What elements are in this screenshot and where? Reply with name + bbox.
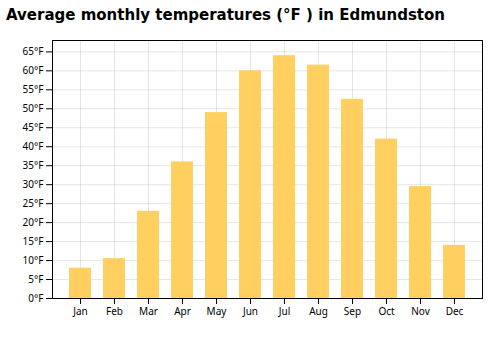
svg-text:Apr: Apr <box>174 304 191 318</box>
svg-text:Jan: Jan <box>72 304 88 318</box>
svg-text:55°F: 55°F <box>23 82 44 96</box>
svg-text:Nov: Nov <box>411 304 430 318</box>
svg-text:Aug: Aug <box>309 304 328 318</box>
svg-text:Dec: Dec <box>446 304 464 318</box>
svg-text:5°F: 5°F <box>28 272 43 286</box>
svg-text:10°F: 10°F <box>23 253 44 267</box>
svg-text:45°F: 45°F <box>23 120 44 134</box>
svg-text:15°F: 15°F <box>23 234 44 248</box>
svg-text:25°F: 25°F <box>23 196 44 210</box>
svg-text:65°F: 65°F <box>23 44 44 58</box>
svg-text:35°F: 35°F <box>23 158 44 172</box>
svg-text:40°F: 40°F <box>23 139 44 153</box>
html-text:Average monthly temperatures (: Average monthly temperatures (°F ) in Ed… <box>6 6 445 24</box>
svg-text:Jun: Jun <box>242 304 258 318</box>
svg-text:60°F: 60°F <box>23 63 44 77</box>
svg-text:Oct: Oct <box>378 304 395 318</box>
svg-text:Jul: Jul <box>278 304 291 318</box>
svg-text:Feb: Feb <box>106 304 123 318</box>
svg-text:30°F: 30°F <box>23 177 44 191</box>
svg-text:0°F: 0°F <box>28 291 43 305</box>
svg-text:50°F: 50°F <box>23 101 44 115</box>
svg-text:Mar: Mar <box>139 304 158 318</box>
svg-text:May: May <box>207 304 228 318</box>
svg-text:Sep: Sep <box>344 304 361 318</box>
svg-text:20°F: 20°F <box>23 215 44 229</box>
